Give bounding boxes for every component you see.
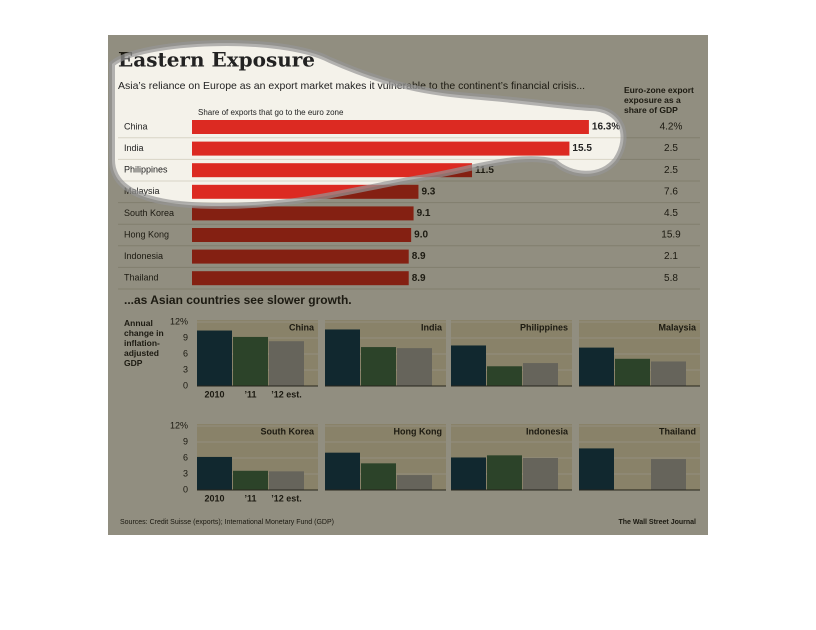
x-tick-label: ’11	[244, 389, 256, 399]
bar	[451, 345, 486, 386]
row-label: South Korea	[124, 208, 174, 218]
section-title: ...as Asian countries see slower growth.	[124, 293, 352, 307]
table-value: 15.9	[661, 230, 681, 241]
bar	[233, 336, 268, 386]
bar	[269, 341, 304, 386]
y-tick-label: 6	[183, 452, 188, 462]
table-value: 2.5	[664, 165, 678, 176]
value-label: 8.9	[412, 251, 426, 262]
x-tick-label: 2010	[204, 493, 224, 503]
table-header: Euro-zone export exposure as a share of …	[624, 85, 694, 115]
bar	[579, 347, 614, 386]
table-value: 4.2%	[660, 122, 683, 133]
x-tick-label: ’12 est.	[271, 389, 302, 399]
row-label: India	[124, 143, 144, 153]
value-label: 16.3%	[592, 122, 620, 133]
table-value: 2.5	[664, 143, 678, 154]
bar	[192, 184, 419, 199]
bar	[192, 206, 414, 221]
bar	[192, 141, 570, 156]
bar	[451, 457, 486, 490]
row-label: Hong Kong	[124, 229, 169, 239]
bar	[487, 366, 522, 386]
bar	[192, 120, 589, 134]
bar	[197, 330, 232, 386]
x-tick-label: ’11	[244, 493, 256, 503]
panel-title: South Korea	[260, 426, 314, 436]
bar	[325, 329, 360, 386]
source: Sources: Credit Suisse (exports); Intern…	[120, 519, 334, 526]
bar	[192, 271, 409, 286]
value-label: 15.5	[572, 143, 592, 154]
bar	[651, 459, 686, 490]
bar	[397, 348, 432, 386]
row-label: Thailand	[124, 273, 159, 283]
row-label: Malaysia	[124, 186, 160, 196]
row-label: Indonesia	[124, 251, 163, 261]
y-tick-label: 3	[183, 468, 188, 478]
y-tick-label: 0	[183, 380, 188, 390]
bar	[487, 455, 522, 490]
bar	[192, 163, 473, 178]
panel-title: Philippines	[520, 322, 568, 332]
bar	[233, 470, 268, 490]
bar	[397, 475, 432, 490]
table-value: 2.1	[664, 251, 678, 262]
y-axis-label: Annual change in inflation-adjusted GDP	[124, 318, 164, 368]
bar	[269, 471, 304, 490]
value-label: 11.5	[475, 165, 494, 176]
value-label: 8.9	[412, 273, 426, 284]
bar	[325, 452, 360, 490]
panel-title: China	[289, 322, 315, 332]
y-tick-label: 9	[183, 436, 188, 446]
chart-subtitle: Asia’s reliance on Europe as an export m…	[118, 80, 585, 92]
bar	[361, 463, 396, 490]
credit: The Wall Street Journal	[618, 519, 696, 526]
bar	[651, 361, 686, 386]
x-tick-label: ’12 est.	[271, 493, 302, 503]
y-tick-label: 12%	[170, 316, 188, 326]
bar	[523, 458, 558, 490]
axis-label: Share of exports that go to the euro zon…	[198, 108, 344, 117]
y-tick-label: 0	[183, 484, 188, 494]
table-value: 4.5	[664, 208, 678, 219]
bar	[361, 347, 396, 386]
row-label: China	[124, 121, 148, 131]
value-label: 9.0	[414, 230, 428, 241]
y-tick-label: 12%	[170, 420, 188, 430]
panel-title: Thailand	[659, 426, 696, 436]
bar	[192, 249, 409, 264]
chart-title: Eastern Exposure	[118, 48, 315, 72]
bar	[192, 228, 412, 242]
x-tick-label: 2010	[204, 389, 224, 399]
panel-title: Malaysia	[658, 322, 697, 332]
value-label: 9.1	[417, 208, 431, 219]
panel-title: India	[421, 322, 443, 332]
value-label: 9.3	[421, 186, 435, 197]
y-tick-label: 6	[183, 348, 188, 358]
bar	[197, 456, 232, 490]
bar	[615, 358, 650, 386]
table-value: 7.6	[664, 186, 678, 197]
panel-title: Hong Kong	[394, 426, 443, 436]
y-tick-label: 9	[183, 332, 188, 342]
y-tick-label: 3	[183, 364, 188, 374]
table-value: 5.8	[664, 273, 678, 284]
bar	[523, 363, 558, 386]
panel-title: Indonesia	[526, 426, 569, 436]
bar	[579, 448, 614, 490]
row-label: Philippines	[124, 165, 168, 175]
